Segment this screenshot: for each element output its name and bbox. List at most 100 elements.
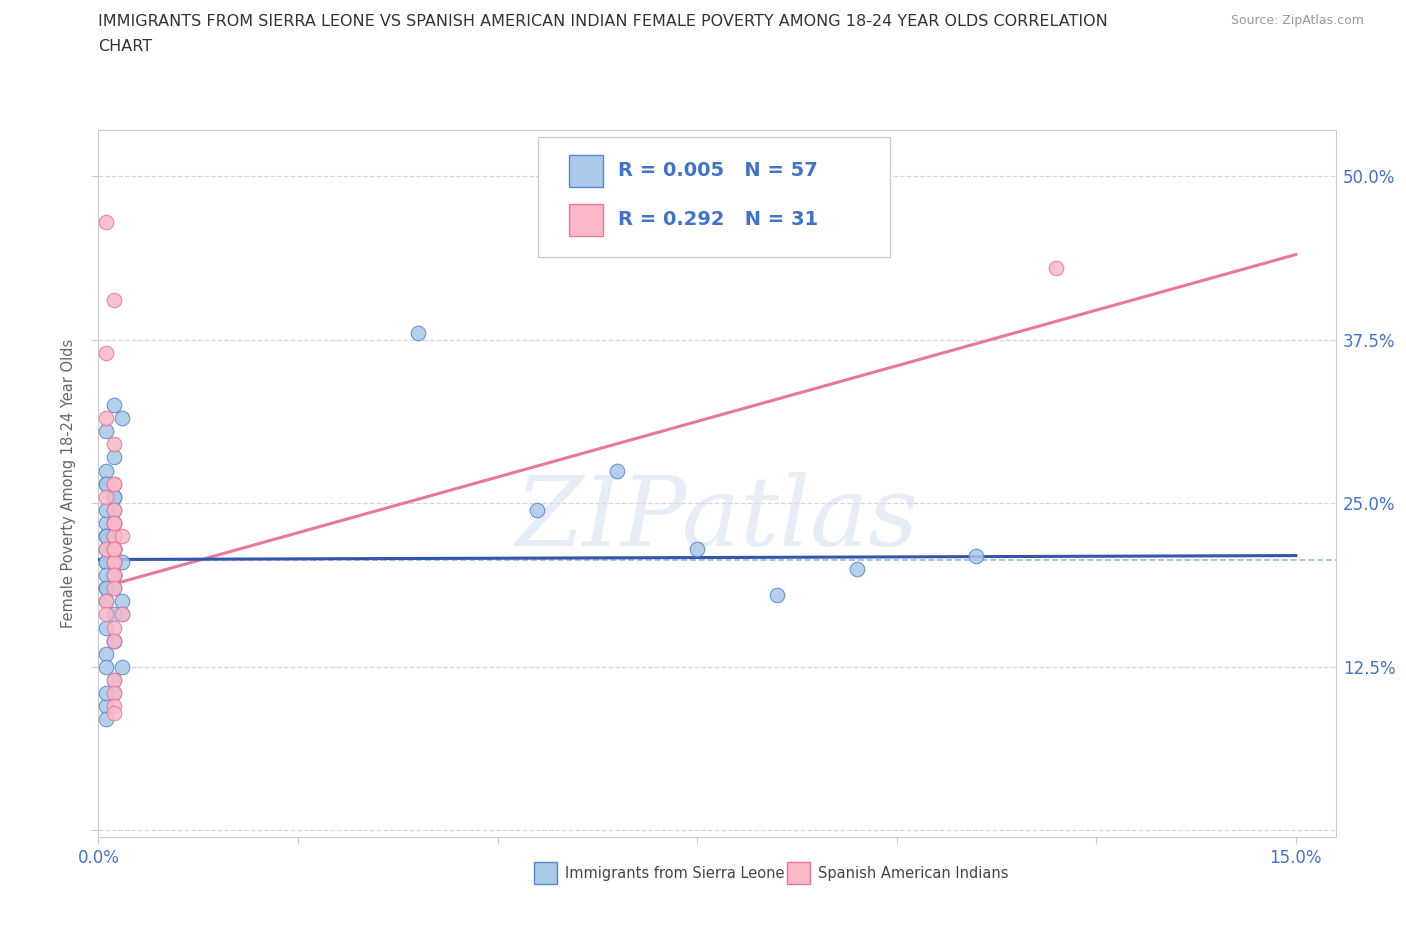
Point [96,345,118,360]
Point [103,541,125,556]
Point [103,528,125,543]
Point [845,561,868,576]
Point [103,685,125,700]
FancyBboxPatch shape [537,138,890,258]
Point [103,489,125,504]
Point [96,215,118,230]
Point [103,698,125,713]
Point [111,554,134,569]
Point [103,515,125,530]
Point [103,515,125,530]
Point [606,463,628,478]
Point [96,607,118,622]
Point [96,463,118,478]
Point [103,502,125,517]
Point [103,581,125,596]
Point [103,541,125,556]
Point [96,528,118,543]
Point [103,515,125,530]
Point [96,476,118,491]
Point [103,541,125,556]
Point [96,528,118,543]
Point [96,646,118,661]
Point [96,685,118,700]
Point [103,685,125,700]
Text: Immigrants from Sierra Leone: Immigrants from Sierra Leone [565,866,785,881]
Point [103,293,125,308]
Point [96,476,118,491]
Text: Spanish American Indians: Spanish American Indians [818,866,1008,881]
Point [96,594,118,609]
Point [103,581,125,596]
Point [96,581,118,596]
Point [766,588,789,603]
Point [111,659,134,674]
Point [111,594,134,609]
Point [103,450,125,465]
Point [103,476,125,491]
Point [103,568,125,583]
Point [96,568,118,583]
Point [103,541,125,556]
Point [96,424,118,439]
Point [103,633,125,648]
Point [1045,260,1067,275]
Point [103,568,125,583]
Point [103,554,125,569]
Point [103,541,125,556]
Point [103,705,125,720]
Point [96,541,118,556]
Point [96,515,118,530]
Text: R = 0.005   N = 57: R = 0.005 N = 57 [619,161,818,180]
Text: IMMIGRANTS FROM SIERRA LEONE VS SPANISH AMERICAN INDIAN FEMALE POVERTY AMONG 18-: IMMIGRANTS FROM SIERRA LEONE VS SPANISH … [98,14,1108,29]
Point [966,548,988,563]
Text: ZIPatlas: ZIPatlas [516,472,918,566]
Point [686,541,709,556]
Y-axis label: Female Poverty Among 18-24 Year Olds: Female Poverty Among 18-24 Year Olds [60,339,76,629]
Point [103,633,125,648]
Point [96,411,118,426]
Point [96,554,118,569]
Point [96,528,118,543]
Point [96,554,118,569]
Point [103,568,125,583]
Bar [568,155,603,187]
Point [111,607,134,622]
Point [406,326,429,340]
Point [103,541,125,556]
Point [103,515,125,530]
Point [103,476,125,491]
Point [103,672,125,687]
Point [111,528,134,543]
Point [103,568,125,583]
Point [96,581,118,596]
Text: CHART: CHART [98,39,152,54]
Point [96,698,118,713]
Point [111,411,134,426]
Point [103,502,125,517]
Point [103,437,125,452]
Point [103,554,125,569]
Point [103,398,125,413]
Point [96,659,118,674]
Point [96,502,118,517]
Text: Source: ZipAtlas.com: Source: ZipAtlas.com [1230,14,1364,27]
Point [96,541,118,556]
Point [103,528,125,543]
Point [103,568,125,583]
Point [103,607,125,622]
Point [96,489,118,504]
Text: R = 0.292   N = 31: R = 0.292 N = 31 [619,210,818,230]
Bar [568,205,603,236]
Point [96,594,118,609]
Point [103,528,125,543]
Point [96,711,118,726]
Point [96,620,118,635]
Point [111,607,134,622]
Point [103,489,125,504]
Point [103,633,125,648]
Point [103,620,125,635]
Point [103,672,125,687]
Point [103,554,125,569]
Point [526,502,548,517]
